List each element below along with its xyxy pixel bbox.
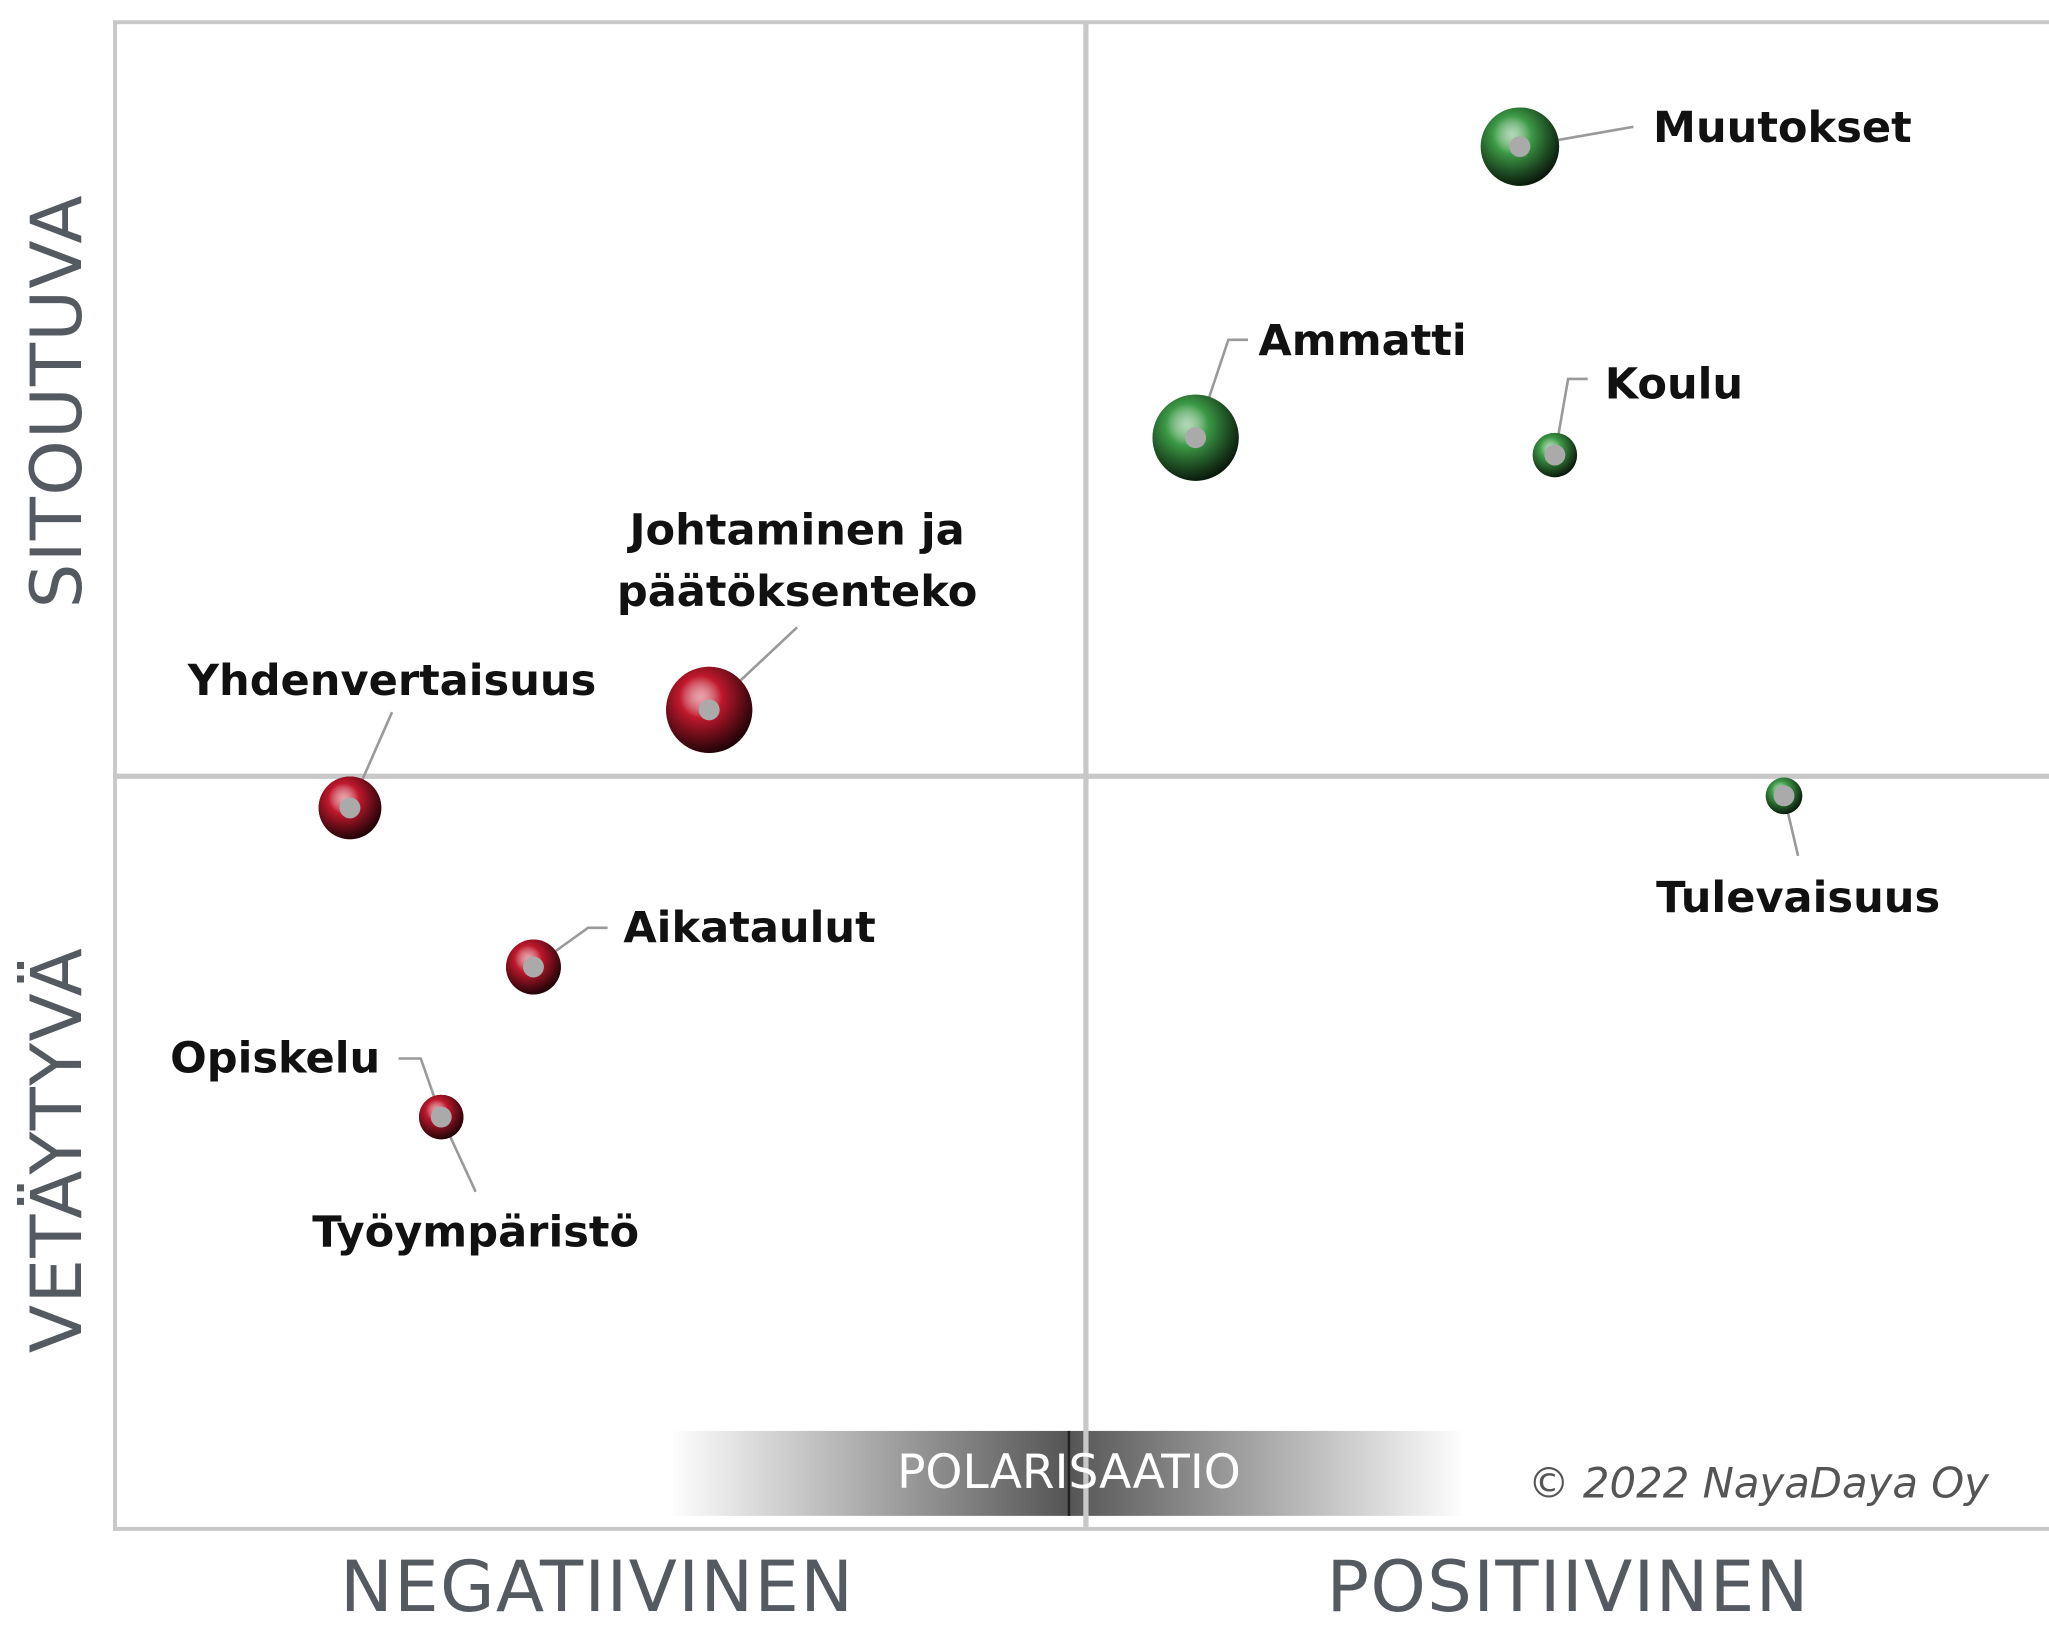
- bubble-center: [430, 1106, 452, 1128]
- bubble-center: [1544, 444, 1566, 466]
- copyright: © 2022 NayaDaya Oy: [1528, 1458, 1990, 1507]
- bubble-label: Yhdenvertaisuus: [187, 656, 596, 706]
- bubble-center: [339, 797, 361, 819]
- bubble-center: [698, 699, 720, 721]
- x-label-left: NEGATIIVINEN: [340, 1546, 854, 1625]
- bubble-center: [1509, 136, 1531, 158]
- bubble-label: Työympäristö: [312, 1207, 639, 1257]
- bubble-label: päätöksenteko: [617, 567, 978, 617]
- bubble-center: [1185, 427, 1207, 449]
- y-label-top: SITOUTUVA: [16, 194, 98, 608]
- bubble-label: Muutokset: [1653, 103, 1912, 153]
- bubble-center: [1773, 785, 1795, 807]
- bubble-label: Aikataulut: [623, 903, 875, 953]
- bubble-label: Ammatti: [1258, 316, 1466, 366]
- leader-line: [1553, 377, 1588, 456]
- bubble-label: Koulu: [1605, 359, 1743, 409]
- bubble-label: Johtaminen ja: [627, 506, 965, 556]
- bubble-label: Tulevaisuus: [1656, 873, 1940, 923]
- y-label-bottom: VETÄYTYVÄ: [16, 947, 98, 1353]
- bubble-label: Opiskelu: [170, 1034, 380, 1084]
- polarisation-label: POLARISAATIO: [897, 1445, 1241, 1500]
- bubble-center: [523, 956, 544, 978]
- x-label-right: POSITIIVINEN: [1326, 1546, 1809, 1625]
